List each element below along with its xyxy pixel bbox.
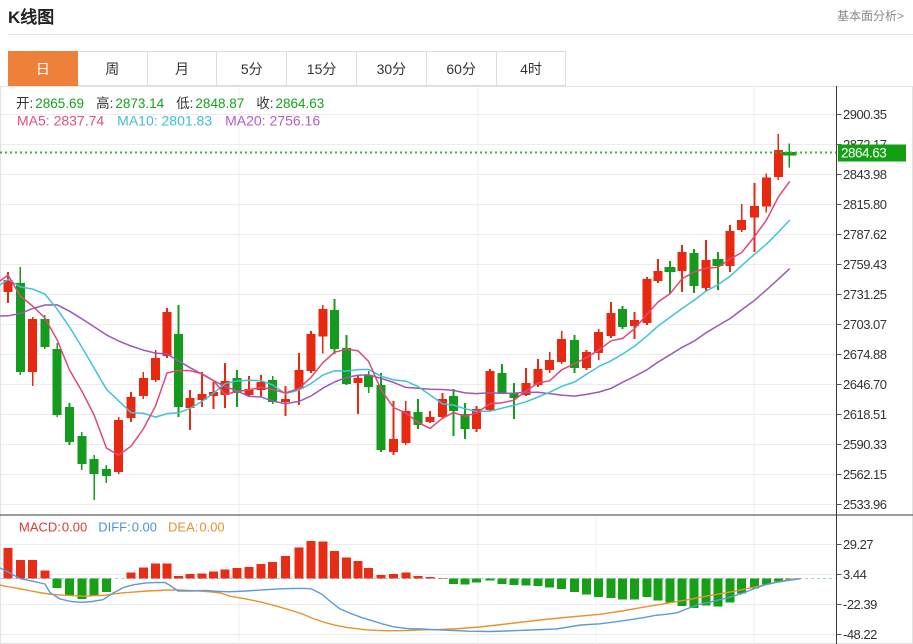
svg-text:-22.39: -22.39 [843,597,877,612]
svg-text:2646.70: 2646.70 [843,377,887,392]
svg-text:-48.22: -48.22 [843,627,877,642]
svg-text:2618.51: 2618.51 [843,407,887,422]
svg-text:2674.88: 2674.88 [843,347,887,362]
svg-text:2900.35: 2900.35 [843,107,887,122]
svg-text:2533.96: 2533.96 [843,497,887,512]
svg-text:2703.07: 2703.07 [843,317,887,332]
svg-text:3.44: 3.44 [843,567,867,582]
svg-text:2590.33: 2590.33 [843,437,887,452]
svg-text:29.27: 29.27 [843,537,873,552]
svg-text:2562.15: 2562.15 [843,467,887,482]
svg-text:2815.80: 2815.80 [843,197,887,212]
svg-text:开:2865.69高:2873.14低:2848.87收:2: 开: 2865.69 高: 2873.14 低: 2848.87 收: 2864.63 [16,95,324,111]
svg-text:2864.63: 2864.63 [841,146,886,161]
svg-text:2759.43: 2759.43 [843,257,887,272]
svg-text:2787.62: 2787.62 [843,227,887,242]
svg-text:2731.25: 2731.25 [843,287,887,302]
svg-text:2843.98: 2843.98 [843,167,887,182]
